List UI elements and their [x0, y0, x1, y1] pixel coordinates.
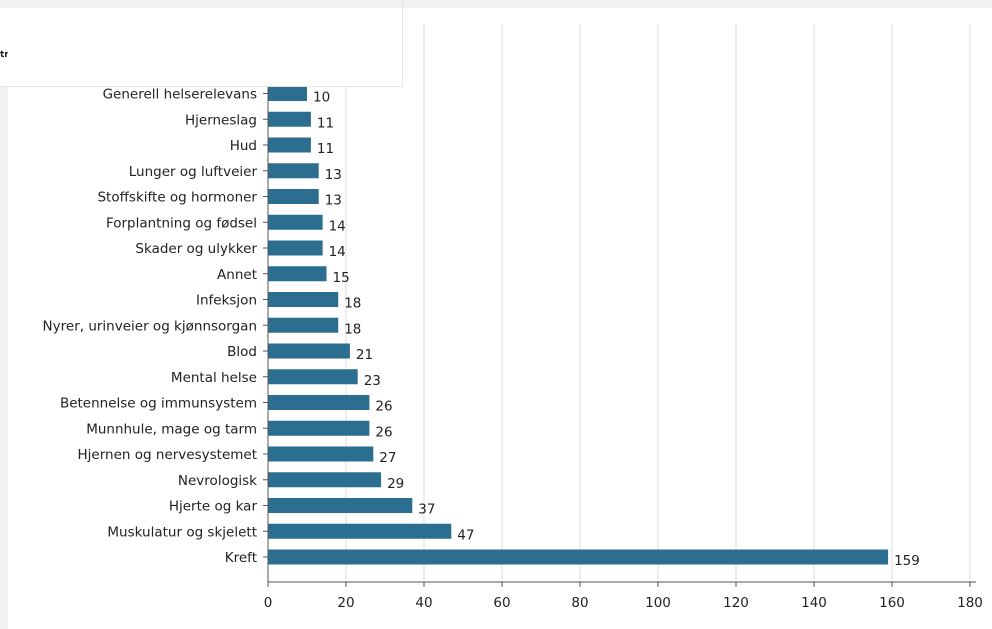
data-label: 18 — [344, 321, 361, 337]
data-label: 27 — [379, 450, 396, 466]
grid-lines — [345, 24, 971, 582]
bar — [268, 240, 323, 256]
bar — [268, 420, 370, 436]
bar — [268, 395, 370, 410]
data-label: 10 — [313, 90, 330, 106]
bar — [268, 498, 413, 513]
labels: 020406080100120140160180Øye3Medfødte lid… — [43, 35, 983, 611]
x-tick-label: 180 — [957, 595, 983, 611]
bar — [268, 189, 319, 204]
data-label: 11 — [317, 115, 334, 131]
overlay-strip — [0, 0, 402, 8]
data-label: 13 — [325, 167, 342, 183]
overlay-text: tr — [0, 50, 8, 60]
data-label: 26 — [375, 399, 392, 415]
data-label: 11 — [317, 141, 334, 157]
axes — [263, 24, 976, 587]
category-label: Skader og ulykker — [135, 241, 257, 257]
data-label: 29 — [387, 476, 404, 492]
data-label: 18 — [344, 296, 361, 312]
category-label: Infeksjon — [196, 293, 257, 309]
bar — [268, 111, 311, 127]
bar — [268, 86, 307, 101]
bar — [268, 369, 358, 385]
data-label: 159 — [894, 553, 920, 569]
bar — [268, 446, 374, 462]
overlay-panel: tr — [0, 0, 402, 86]
category-label: Hud — [230, 138, 257, 154]
category-label: Stoffskifte og hormoner — [97, 190, 257, 206]
bar — [268, 472, 382, 488]
category-label: Mental helse — [171, 370, 257, 386]
category-label: Nevrologisk — [178, 473, 257, 489]
bar — [268, 523, 452, 539]
category-label: Lunger og luftveier — [129, 164, 258, 180]
x-tick-label: 60 — [493, 595, 510, 611]
category-label: Munnhule, mage og tarm — [86, 421, 257, 437]
x-tick-label: 140 — [801, 595, 827, 611]
category-label: Annet — [217, 267, 257, 283]
bar — [268, 292, 339, 307]
category-label: Hjerneslag — [185, 112, 257, 128]
bar — [268, 343, 350, 359]
x-tick-label: 0 — [264, 595, 273, 611]
data-label: 47 — [457, 527, 474, 543]
data-label: 21 — [356, 347, 373, 363]
x-tick-label: 20 — [337, 595, 354, 611]
data-label: 37 — [418, 502, 435, 518]
data-label: 14 — [329, 218, 346, 234]
data-label: 13 — [325, 193, 342, 209]
data-label: 15 — [333, 270, 350, 286]
bar — [268, 317, 339, 333]
data-label: 23 — [364, 373, 381, 389]
bar — [268, 137, 311, 153]
category-label: Blod — [227, 344, 257, 360]
category-label: Forplantning og fødsel — [106, 215, 257, 231]
category-label: Generell helserelevans — [103, 87, 257, 103]
data-label: 14 — [329, 244, 346, 260]
bar — [268, 163, 319, 179]
bar — [268, 214, 323, 230]
x-tick-label: 160 — [879, 595, 905, 611]
x-tick-label: 100 — [645, 595, 671, 611]
bar — [268, 549, 889, 565]
data-label: 26 — [375, 424, 392, 440]
bar — [268, 266, 327, 282]
category-label: Hjernen og nervesystemet — [78, 447, 257, 463]
category-label: Muskulatur og skjelett — [107, 524, 257, 540]
category-label: Nyrer, urinveier og kjønnsorgan — [43, 318, 257, 334]
x-tick-label: 40 — [415, 595, 432, 611]
x-tick-label: 80 — [571, 595, 588, 611]
x-tick-label: 120 — [723, 595, 749, 611]
category-label: Hjerte og kar — [169, 499, 258, 515]
category-label: Kreft — [225, 550, 257, 566]
category-label: Betennelse og immunsystem — [60, 396, 257, 412]
chart-card — [8, 8, 992, 629]
